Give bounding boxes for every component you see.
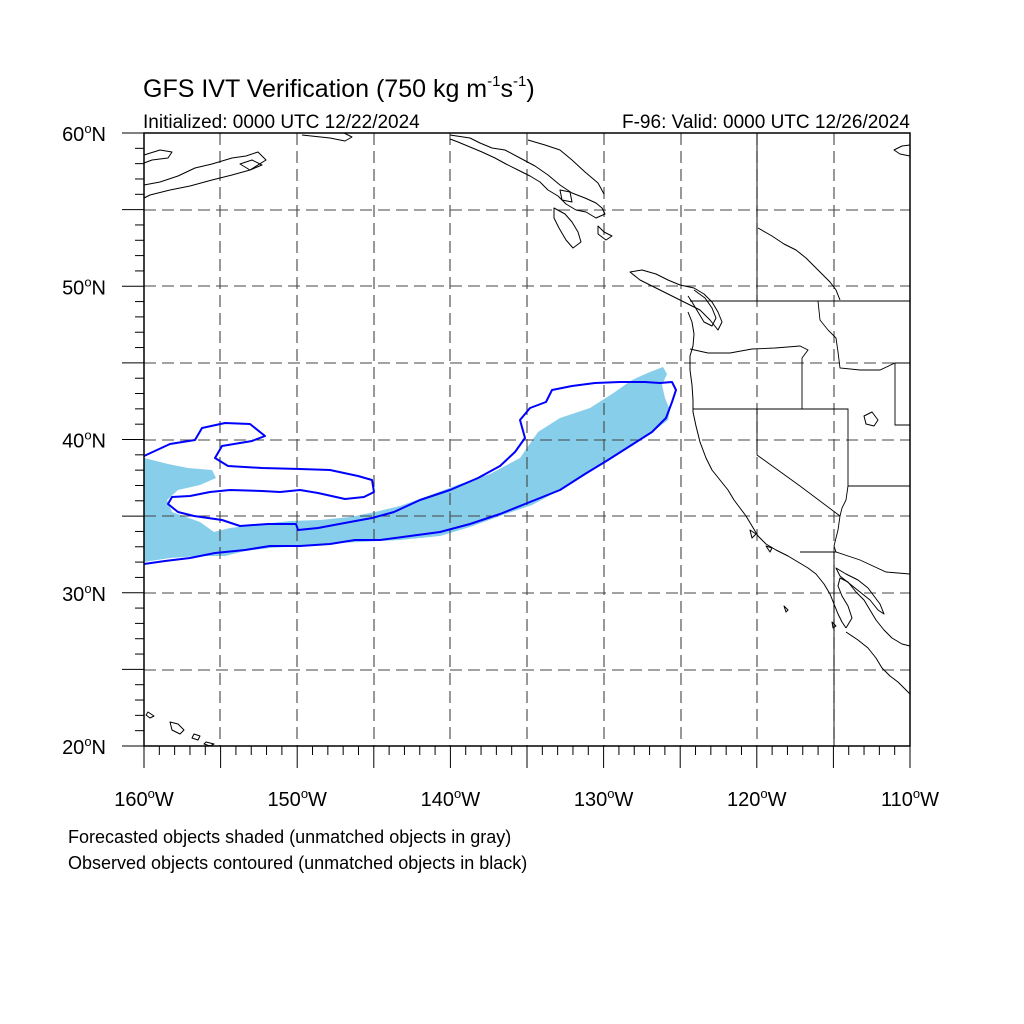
init-time-label: Initialized: 0000 UTC 12/22/2024 — [143, 112, 420, 133]
valid-time-label: F-96: Valid: 0000 UTC 12/26/2024 — [622, 112, 910, 133]
lat-label-30: 30oN — [62, 581, 106, 606]
map-area — [143, 132, 911, 747]
lat-label-40: 40oN — [62, 428, 106, 453]
lon-label-140: 140oW — [421, 786, 481, 811]
longitude-labels: 160oW 150oW 140oW 130oW 120oW 110oW — [114, 786, 939, 811]
latitude-labels: 60oN 50oN 40oN 30oN 20oN — [62, 121, 106, 759]
footnote-observed: Observed objects contoured (unmatched ob… — [68, 853, 527, 873]
lon-label-110: 110oW — [881, 786, 939, 811]
footnote-forecast: Forecasted objects shaded (unmatched obj… — [68, 827, 511, 847]
coastlines — [143, 132, 911, 747]
graticule — [144, 133, 910, 746]
axis-ticks — [122, 132, 911, 768]
lat-label-50: 50oN — [62, 274, 106, 299]
lat-label-60: 60oN — [62, 121, 106, 146]
observed-ivt-contour — [143, 381, 677, 565]
lon-label-160: 160oW — [114, 786, 174, 811]
lon-label-120: 120oW — [727, 786, 787, 811]
forecast-ivt-object — [144, 367, 670, 562]
lat-label-20: 20oN — [62, 734, 106, 759]
map-title: GFS IVT Verification (750 kg m-1s-1) — [143, 73, 535, 103]
borders — [689, 133, 911, 746]
lon-label-130: 130oW — [574, 786, 634, 811]
lon-label-150: 150oW — [267, 786, 327, 811]
